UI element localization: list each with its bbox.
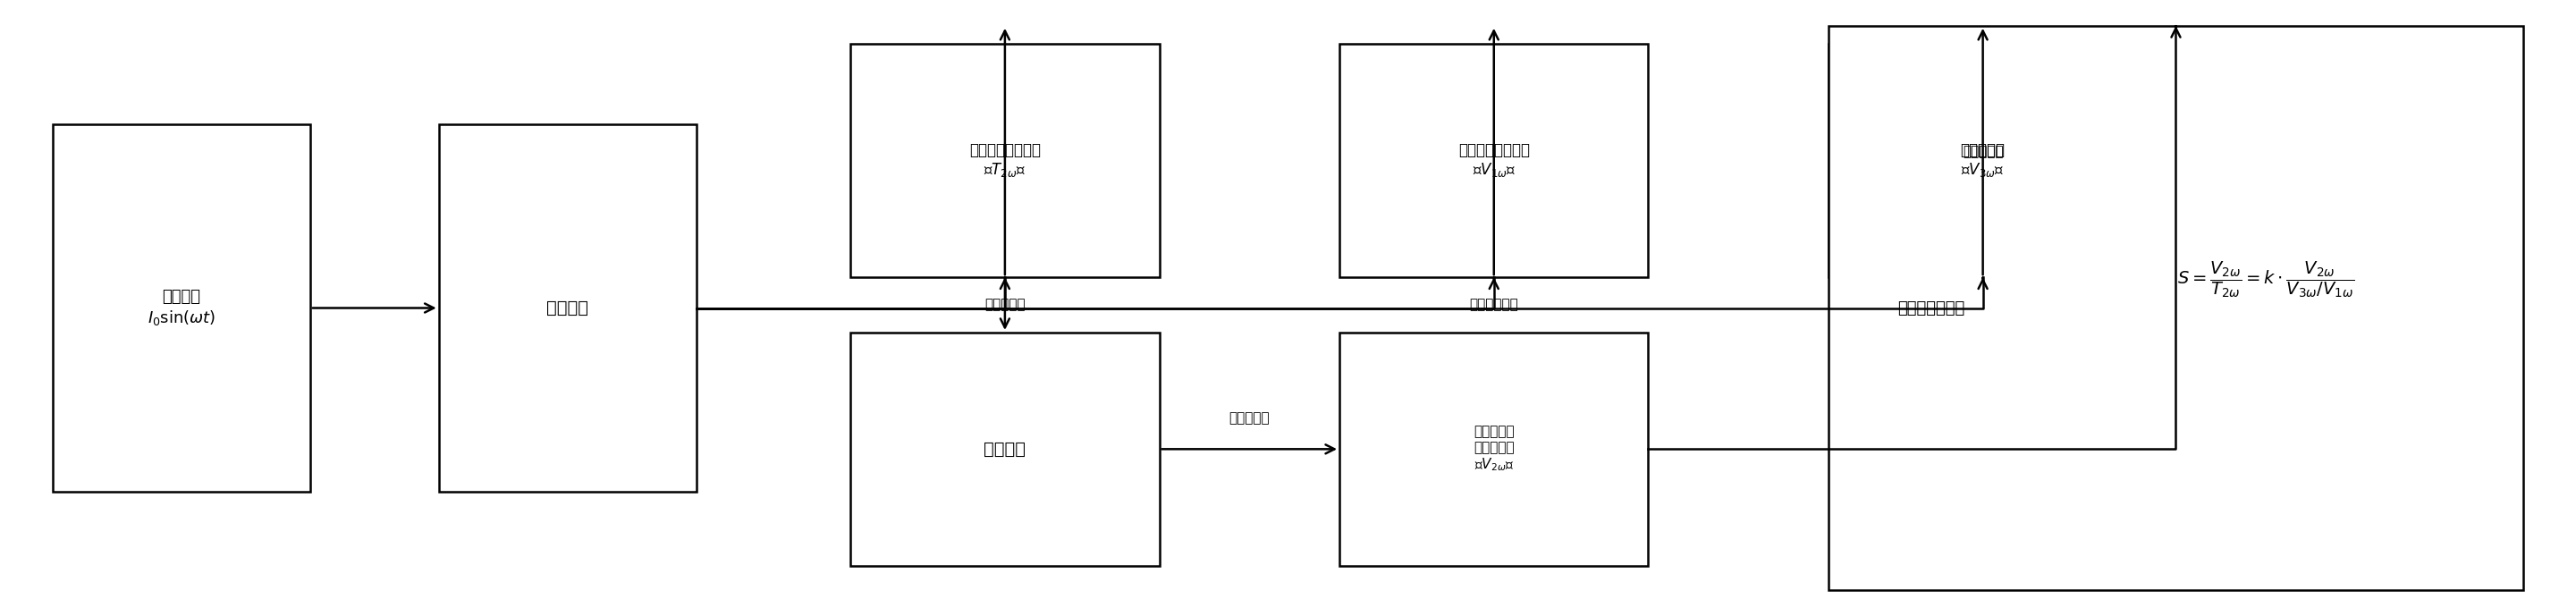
Text: 激发信号
$I_0\sin(\omega t)$: 激发信号 $I_0\sin(\omega t)$ — [147, 289, 216, 327]
Bar — [1829, 26, 2524, 590]
Bar — [52, 124, 309, 492]
Bar — [1829, 44, 2138, 277]
Text: 热电材料: 热电材料 — [984, 440, 1025, 458]
Bar — [1340, 44, 1649, 277]
Text: 二倍频温度波信号
（$T_{2\omega}$）: 二倍频温度波信号 （$T_{2\omega}$） — [969, 142, 1041, 179]
Text: 焦耳热效应: 焦耳热效应 — [984, 298, 1025, 312]
Text: 纵热源模型: 纵热源模型 — [1963, 145, 2004, 158]
Bar — [850, 44, 1159, 277]
Text: 塞贝克电压
二倍频信号
（$V_{2\omega}$）: 塞贝克电压 二倍频信号 （$V_{2\omega}$） — [1473, 425, 1515, 473]
Text: 纳米塞贝克系数: 纳米塞贝克系数 — [1899, 300, 1965, 316]
Text: $S = \dfrac{V_{2\omega}}{T_{2\omega}} = k \cdot \dfrac{V_{2\omega}}{V_{3\omega}/: $S = \dfrac{V_{2\omega}}{T_{2\omega}} = … — [2177, 260, 2354, 300]
Text: 热电探一倍频信号
（$V_{1\omega}$）: 热电探一倍频信号 （$V_{1\omega}$） — [1458, 142, 1530, 179]
Bar — [850, 333, 1159, 565]
Text: 热电探针: 热电探针 — [546, 299, 587, 317]
Text: 三倍频信号
（$V_{3\omega}$）: 三倍频信号 （$V_{3\omega}$） — [1960, 142, 2004, 179]
Bar — [1340, 333, 1649, 565]
Bar — [438, 124, 696, 492]
Text: 塞贝克效应: 塞贝克效应 — [1229, 411, 1270, 425]
Text: 热敏电阻效应: 热敏电阻效应 — [1468, 298, 1517, 312]
